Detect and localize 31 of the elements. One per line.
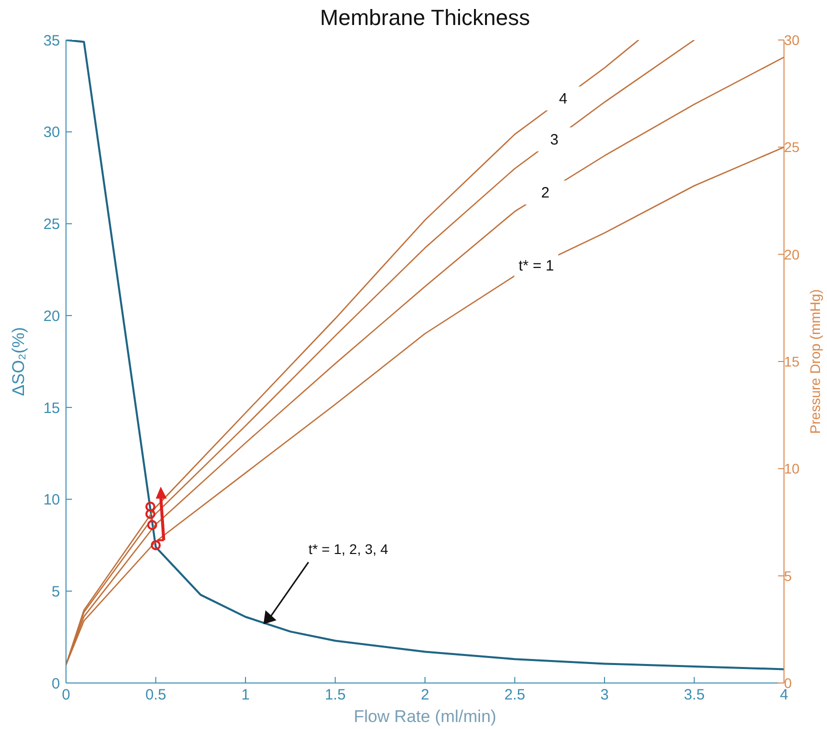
x-tick-label: 0.5	[145, 686, 166, 704]
x-tick-label: 1	[241, 686, 250, 704]
y-tick-label: 0	[52, 675, 60, 692]
y2-tick-label: 25	[784, 139, 800, 156]
y-tick-label: 25	[43, 216, 60, 234]
x-tick-label: 1.5	[324, 686, 346, 704]
series-label: 3	[550, 131, 558, 148]
annotation: t* = 1, 2, 3, 4	[308, 541, 388, 558]
chart-title: Membrane Thickness	[320, 5, 530, 30]
y2-tick-label: 20	[784, 246, 800, 262]
y-tick-label: 15	[43, 400, 60, 417]
y2-tick-label: 10	[784, 460, 800, 477]
y2-tick-label: 30	[784, 32, 800, 48]
series-label: 4	[559, 90, 568, 108]
x-tick-label: 2	[420, 686, 430, 704]
y-tick-label: 5	[52, 583, 60, 600]
x-tick-label: 2.5	[504, 686, 526, 704]
y-tick-label: 30	[43, 124, 60, 142]
y-axis-title: ΔSO₂(%)	[9, 327, 28, 396]
x-tick-label: 3	[600, 686, 609, 704]
y-tick-label: 10	[43, 492, 60, 509]
x-axis-title: Flow Rate (ml/min)	[354, 707, 496, 726]
series-label: t* = 1	[518, 257, 554, 274]
y2-axis-title: Pressure Drop (mmHg)	[807, 289, 823, 434]
y-tick-label: 35	[43, 32, 60, 50]
y2-tick-label: 15	[784, 353, 800, 370]
x-tick-label: 3.5	[684, 686, 705, 704]
y2-tick-label: 5	[784, 568, 792, 584]
y-tick-label: 20	[43, 308, 60, 325]
x-tick-label: 4	[780, 686, 788, 704]
series-label: 2	[541, 184, 550, 202]
